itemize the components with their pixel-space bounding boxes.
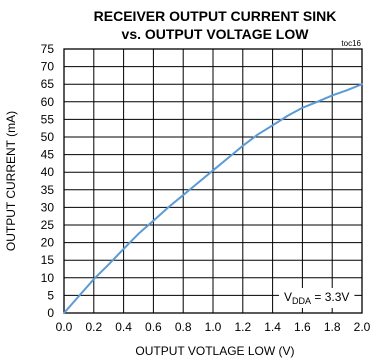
x-tick-label: 0.0 <box>56 320 73 334</box>
x-tick-label: 1.6 <box>294 320 311 334</box>
x-tick-label: 0.8 <box>175 320 192 334</box>
y-tick-label: 30 <box>41 200 55 214</box>
y-tick-label: 40 <box>41 165 55 179</box>
y-tick-label: 10 <box>41 271 55 285</box>
y-tick-label: 0 <box>47 306 54 320</box>
y-tick-label: 5 <box>47 288 54 302</box>
grid-lines <box>63 48 363 314</box>
x-tick-label: 1.4 <box>264 320 281 334</box>
x-tick-label: 1.2 <box>234 320 251 334</box>
tick-labels: 0.0 0.2 0.4 0.6 0.8 1.0 1.2 1.4 1.6 1.8 2.0 0 5 10 15 2… <box>41 42 371 334</box>
y-tick-label: 25 <box>41 218 55 232</box>
chart-title-line1: RECEIVER OUTPUT CURRENT SINK <box>94 8 337 24</box>
y-axis-title: OUTPUT CURRENT (mA) <box>4 111 18 251</box>
x-tick-label: 0.4 <box>115 320 132 334</box>
figure-id-label: toc16 <box>341 39 361 48</box>
x-tick-label: 1.0 <box>205 320 222 334</box>
x-tick-label: 0.6 <box>145 320 162 334</box>
plot-frame <box>63 48 363 314</box>
y-tick-label: 45 <box>41 148 55 162</box>
x-tick-label: 1.8 <box>324 320 341 334</box>
chart-title-line2: vs. OUTPUT VOLTAGE LOW <box>122 26 310 42</box>
vdda-annotation: VDDA = 3.3V <box>279 288 355 308</box>
y-tick-label: 35 <box>41 183 55 197</box>
y-tick-label: 20 <box>41 236 55 250</box>
series-group <box>63 83 363 314</box>
x-axis-title: OUTPUT VOTLAGE LOW (V) <box>135 344 294 358</box>
y-tick-label: 55 <box>41 112 55 126</box>
y-tick-label: 75 <box>41 42 55 56</box>
annotation-subscript: DDA <box>292 296 311 306</box>
x-tick-label: 0.2 <box>85 320 102 334</box>
y-tick-label: 50 <box>41 130 55 144</box>
annotation-text: VDDA = 3.3V <box>284 290 349 306</box>
y-tick-label: 60 <box>41 95 55 109</box>
y-tick-label: 65 <box>41 77 55 91</box>
annotation-suffix: = 3.3V <box>311 290 349 304</box>
annotation-main: V <box>284 290 292 304</box>
series-line <box>63 83 363 314</box>
y-tick-label: 70 <box>41 60 55 74</box>
annotation-background <box>279 288 355 308</box>
y-tick-label: 15 <box>41 253 55 267</box>
x-tick-label: 2.0 <box>354 320 371 334</box>
